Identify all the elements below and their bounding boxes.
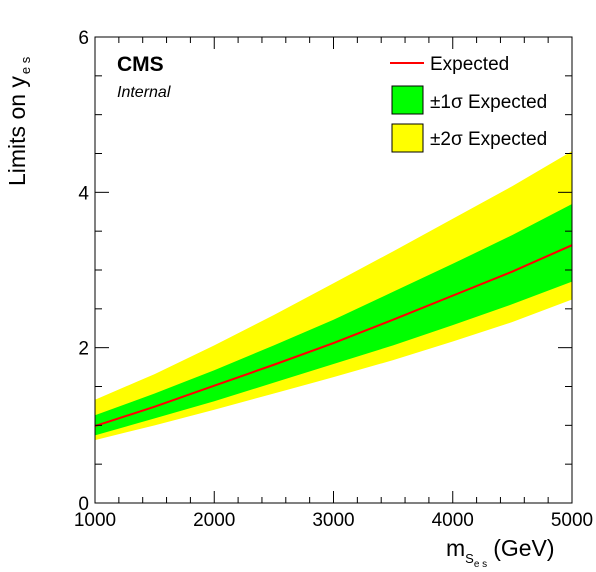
y-tick-label: 6 — [78, 28, 89, 49]
cms-label: CMS — [117, 53, 164, 76]
legend-one-sigma-swatch — [391, 85, 424, 115]
axis-ticks — [94, 36, 573, 504]
tick-labels: 1000 2000 3000 4000 5000 0 2 4 6 — [74, 28, 593, 531]
y-tick-label: 2 — [78, 339, 89, 360]
x-tick-label: 1000 — [74, 510, 116, 531]
y-axis-title-sub: e s — [18, 56, 33, 74]
y-axis-title-main: Limits on y — [4, 76, 30, 186]
expected-line-group — [94, 244, 573, 428]
x-axis-title: mSe s (GeV) — [446, 535, 555, 570]
internal-label: Internal — [117, 84, 171, 101]
x-tick-label: 2000 — [193, 510, 235, 531]
x-axis-title-main: m — [446, 535, 465, 561]
expected-line — [94, 244, 573, 428]
legend-one-sigma-label: ±1σ Expected — [430, 92, 547, 113]
x-tick-label: 4000 — [432, 510, 474, 531]
y-axis-title: Limits on y e s — [4, 56, 33, 186]
y-tick-label: 4 — [78, 183, 89, 204]
two-sigma-band — [95, 151, 572, 441]
x-tick-label: 3000 — [312, 510, 354, 531]
legend-expected-label: Expected — [430, 54, 509, 75]
x-axis-title-unit: (GeV) — [493, 535, 554, 561]
x-axis-title-sub1: S — [465, 551, 474, 566]
legend-two-sigma-label: ±2σ Expected — [430, 129, 547, 150]
y-tick-label: 0 — [78, 494, 89, 515]
one-sigma-band — [95, 203, 572, 436]
bands-group — [95, 151, 572, 441]
legend-two-sigma-swatch — [391, 123, 424, 153]
x-tick-label: 5000 — [551, 510, 593, 531]
x-axis-title-sub2: e s — [474, 559, 487, 570]
